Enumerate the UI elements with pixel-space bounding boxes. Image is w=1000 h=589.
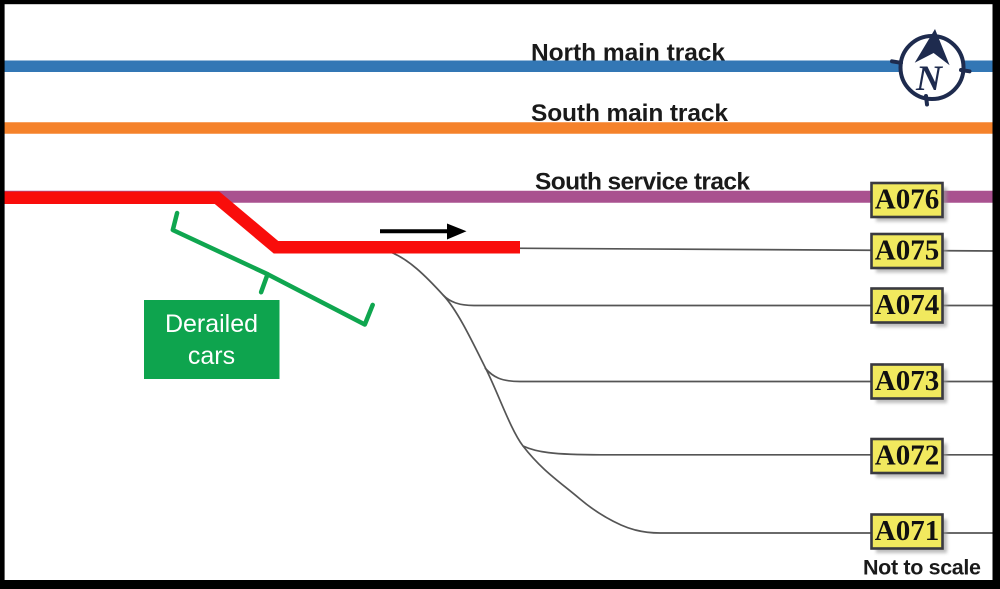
- svg-text:A072: A072: [875, 440, 939, 472]
- svg-text:South service track: South service track: [535, 169, 750, 196]
- svg-text:Not to scale: Not to scale: [863, 556, 981, 580]
- svg-text:A076: A076: [875, 184, 939, 216]
- svg-text:A074: A074: [875, 289, 939, 321]
- svg-text:N: N: [915, 58, 944, 98]
- svg-text:North main track: North main track: [531, 40, 725, 67]
- svg-text:A071: A071: [875, 515, 939, 547]
- svg-text:A073: A073: [875, 365, 939, 397]
- svg-text:South main track: South main track: [531, 100, 728, 127]
- svg-text:cars: cars: [188, 342, 235, 370]
- svg-text:A075: A075: [875, 235, 939, 267]
- svg-text:Derailed: Derailed: [165, 310, 258, 338]
